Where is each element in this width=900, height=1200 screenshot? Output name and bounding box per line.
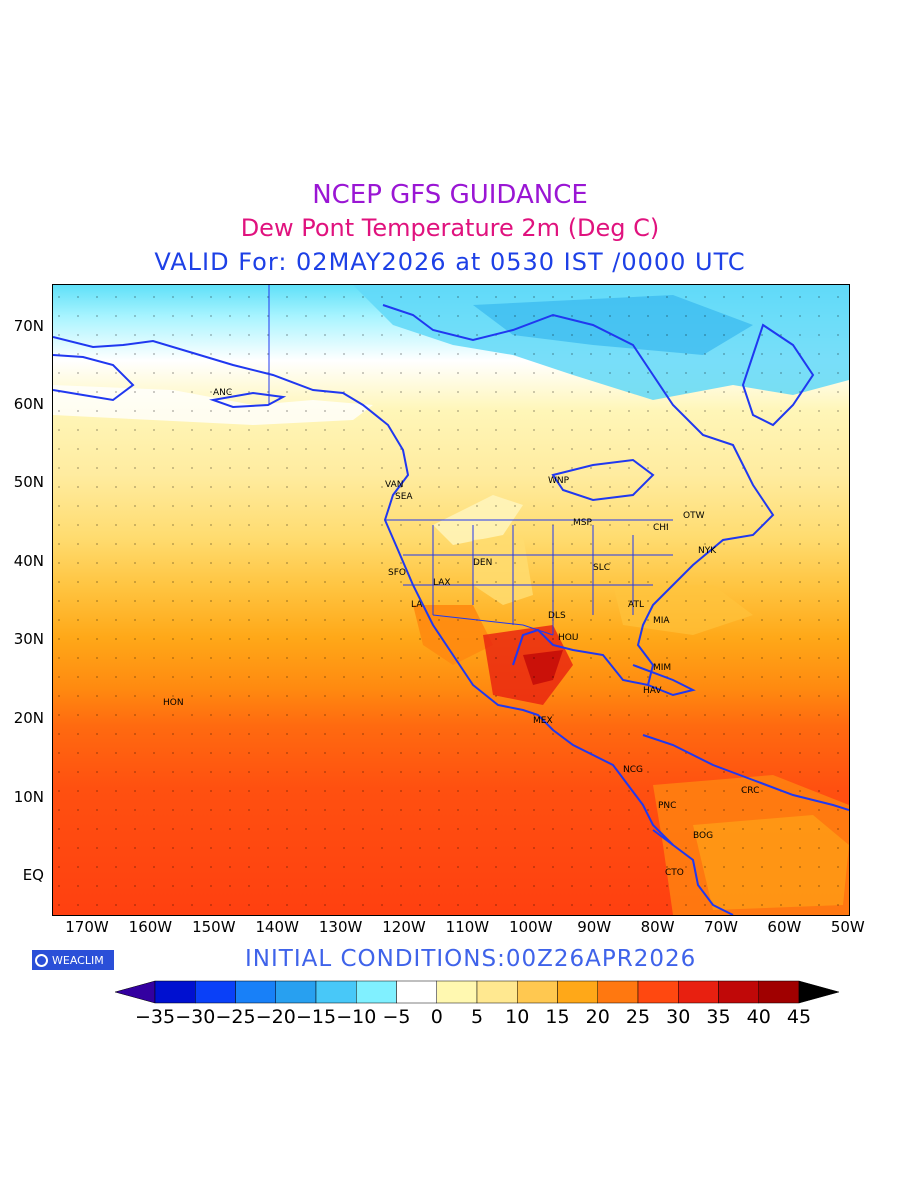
station-label: SEA [395, 492, 413, 502]
logo-text: WEACLIM [52, 953, 104, 967]
station-labels: ANC VAN SEA SFO LAX LA DEN SLC WNP MSP OTW CHI NYK DL… [163, 388, 759, 878]
latitude-label: 70N [13, 317, 44, 335]
station-label: MSP [573, 518, 592, 528]
colorbar [115, 980, 839, 1004]
station-label: SLC [593, 563, 610, 573]
longitude-label: 90W [577, 918, 612, 936]
colorbar-label: 45 [786, 1006, 812, 1028]
colorbar-label: −20 [255, 1006, 296, 1028]
station-label: PNC [658, 801, 676, 811]
colorbar-arrow-low [115, 980, 156, 1004]
colorbar-box [476, 980, 518, 1004]
longitude-label: 60W [767, 918, 802, 936]
station-label: SFO [388, 568, 406, 578]
weaclim-logo: WEACLIM [32, 950, 114, 970]
colorbar-label: 40 [746, 1006, 771, 1028]
colorbar-label: 10 [505, 1006, 530, 1028]
colorbar-box [678, 980, 719, 1004]
longitude-label: 110W [445, 918, 490, 936]
colorbar-label: 30 [666, 1006, 691, 1028]
colorbar-label: 15 [545, 1006, 570, 1028]
dewpoint-map: ANC VAN SEA SFO LAX LA DEN SLC WNP MSP OTW CHI NYK DL… [52, 284, 850, 916]
colorbar-labels: −35 −30 −25 −20 −15 −10 −5 0 5 10 15 20 25 30 35 40 45 [0, 1006, 900, 1032]
colorbar-box [235, 980, 276, 1004]
coastlines [53, 304, 849, 915]
station-label: ANC [213, 388, 232, 398]
longitude-label: 120W [382, 918, 426, 936]
longitude-label: 150W [192, 918, 236, 936]
colorbar-box [517, 980, 558, 1004]
latitude-label: 30N [13, 630, 44, 648]
longitude-label: 80W [640, 918, 675, 936]
colorbar-label: 0 [430, 1006, 443, 1028]
colorbar-label: −10 [336, 1006, 377, 1028]
colorbar-box [436, 980, 478, 1004]
colorbar-box [315, 980, 357, 1004]
station-label: OTW [683, 511, 705, 521]
colorbar-box [154, 980, 196, 1004]
colorbar-label: −15 [295, 1006, 337, 1028]
map-title: NCEP GFS GUIDANCE [312, 180, 588, 210]
colorbar-box [758, 980, 800, 1004]
latitude-label: EQ [22, 866, 44, 884]
colorbar-box [356, 980, 397, 1004]
latitude-label: 10N [13, 788, 44, 806]
colorbar-label: 20 [585, 1006, 610, 1028]
colorbar-label: −35 [134, 1006, 176, 1028]
longitude-label: 70W [704, 918, 738, 936]
map-canvas: ANC VAN SEA SFO LAX LA DEN SLC WNP MSP OTW CHI NYK DL… [53, 285, 849, 915]
latitude-label: 60N [13, 395, 44, 413]
station-label: VAN [385, 480, 403, 490]
initial-conditions: INITIAL CONDITIONS:00Z26APR2026 [245, 946, 697, 972]
colorbar-box [597, 980, 639, 1004]
map-subtitle: Dew Pont Temperature 2m (Deg C) [240, 214, 660, 242]
station-label: CRC [741, 786, 759, 796]
station-label: HOU [558, 633, 578, 643]
grid-dots [58, 296, 839, 906]
colorbar-box [557, 980, 598, 1004]
station-label: DEN [473, 558, 492, 568]
latitude-label: 20N [13, 709, 44, 727]
colorbar-label: 5 [470, 1006, 484, 1028]
station-label: BOG [693, 831, 713, 841]
colorbar-label: −25 [215, 1006, 256, 1028]
longitude-label: 50W [830, 918, 865, 936]
station-label: HON [163, 698, 184, 708]
colorbar-label: 25 [625, 1006, 651, 1028]
colorbar-label: −5 [382, 1006, 411, 1028]
station-label: NCG [623, 765, 643, 775]
station-label: NYK [698, 546, 717, 556]
colorbar-box [396, 980, 437, 1004]
longitude-label: 140W [255, 918, 299, 936]
latitude-label: 40N [13, 552, 44, 570]
longitude-label: 100W [509, 918, 553, 936]
station-label: LA [411, 600, 423, 610]
latitude-label: 50N [13, 473, 44, 491]
station-label: ATL [628, 600, 644, 610]
station-label: WNP [548, 476, 570, 486]
colorbar-label: 35 [706, 1006, 731, 1028]
longitude-label: 160W [128, 918, 173, 936]
station-label: CHI [653, 523, 669, 533]
longitude-label: 170W [65, 918, 109, 936]
logo-icon [35, 953, 48, 967]
colorbar-box [195, 980, 236, 1004]
colorbar-box [718, 980, 759, 1004]
station-label: DLS [548, 611, 566, 621]
station-label: HAV [643, 686, 662, 696]
moisture-patches [53, 285, 849, 915]
station-label: CTO [665, 868, 684, 878]
longitude-label: 130W [318, 918, 363, 936]
station-label: LAX [433, 578, 451, 588]
colorbar-arrow-high [798, 980, 839, 1004]
colorbar-box [275, 980, 317, 1004]
colorbar-box [637, 980, 679, 1004]
station-label: MIM [653, 663, 671, 673]
station-label: MEX [533, 716, 553, 726]
political-borders [268, 285, 673, 636]
colorbar-label: −30 [175, 1006, 216, 1028]
station-label: MIA [653, 616, 670, 626]
valid-time: VALID For: 02MAY2026 at 0530 IST /0000 U… [154, 248, 746, 276]
